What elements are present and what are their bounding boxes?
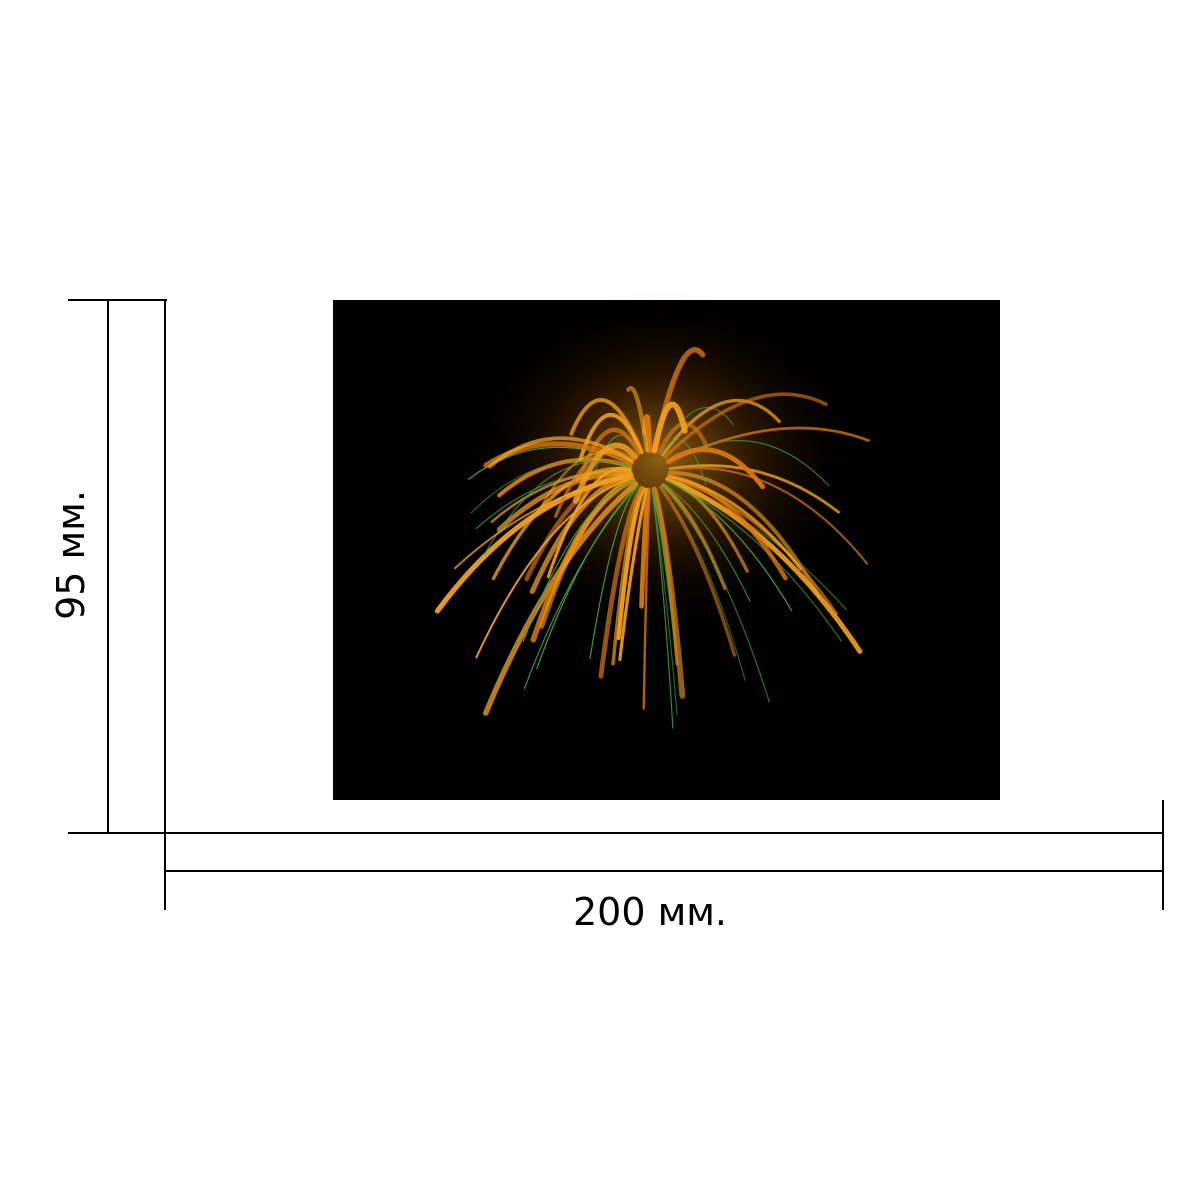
firework-ray: [651, 489, 678, 716]
firework-ray: [618, 488, 648, 662]
firework-ray: [665, 476, 863, 654]
firework-ray: [539, 477, 635, 629]
firework-ray: [651, 489, 674, 729]
firework-ray: [667, 476, 839, 616]
firework-ray: [665, 478, 749, 573]
firework-ray: [639, 487, 651, 609]
firework-ray: [665, 447, 766, 490]
width-label: 200 мм.: [573, 890, 727, 934]
firework-ray: [523, 485, 639, 690]
firework-ray: [522, 479, 634, 643]
firework-ray: [658, 485, 737, 657]
firework-ray: [490, 470, 632, 523]
firework-ray: [661, 398, 781, 457]
firework-ray: [491, 467, 632, 581]
firework-ray: [667, 475, 803, 571]
firework-ray: [651, 401, 688, 454]
firework-ray: [663, 392, 828, 459]
firework-ray: [653, 487, 679, 666]
firework-ray: [668, 466, 869, 565]
firework-ray: [553, 449, 635, 518]
height-label: 95 мм.: [49, 490, 93, 620]
firework-ray: [598, 485, 644, 679]
firework-ray: [483, 460, 632, 556]
firework-ray: [454, 474, 632, 570]
firework-ray: [475, 477, 633, 659]
firework-ray: [661, 485, 770, 703]
firework-ray: [626, 386, 649, 453]
firework-ray: [589, 485, 639, 659]
firework-ray: [487, 436, 634, 469]
firework-ray: [668, 464, 840, 514]
firework-ray: [642, 414, 653, 453]
firework-ray: [663, 483, 751, 602]
firework-ray: [642, 488, 651, 710]
firework-ray: [572, 442, 638, 504]
firework-ray: [616, 486, 646, 641]
firework-ray: [470, 459, 631, 514]
firework-ray: [666, 480, 793, 612]
firework: [434, 347, 870, 729]
